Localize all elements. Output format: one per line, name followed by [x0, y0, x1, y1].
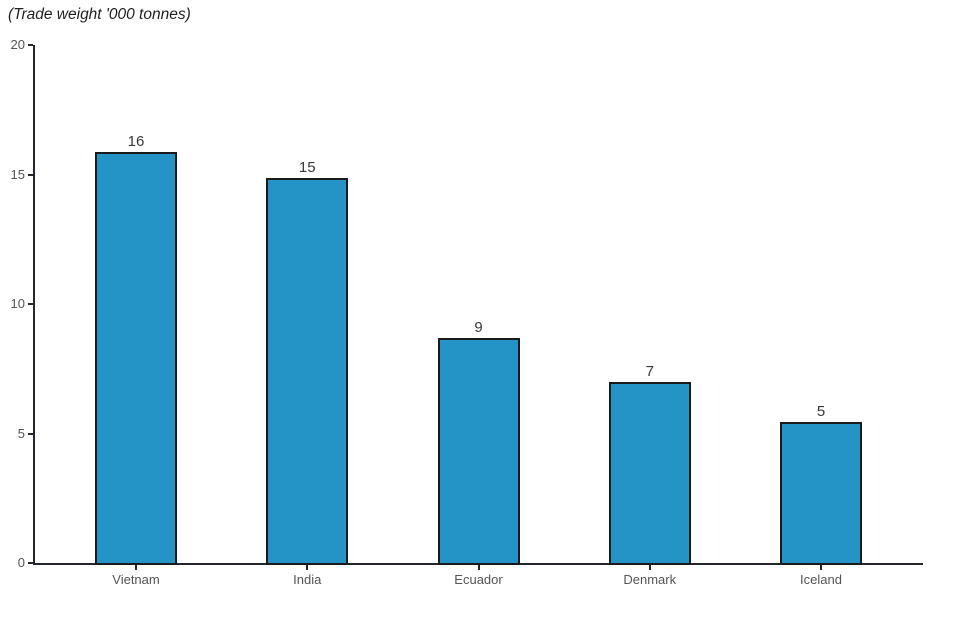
- bar-ecuador: [437, 337, 520, 565]
- y-tick-label: 20: [10, 37, 25, 52]
- bar-denmark: [608, 381, 691, 565]
- y-axis-line: [33, 45, 35, 565]
- bar-value-label: 9: [474, 318, 483, 336]
- bar-value-label: 7: [645, 362, 654, 380]
- bar-value-label: 15: [298, 158, 316, 176]
- bar-iceland: [780, 422, 862, 565]
- bar-value-label: 5: [816, 403, 826, 421]
- x-tick-label-denmark: Denmark: [623, 572, 677, 587]
- x-tick-label-india: India: [293, 572, 322, 587]
- x-tick-label-ecuador: Ecuador: [454, 572, 503, 587]
- y-tick-mark: [28, 432, 33, 435]
- bar-value-label: 16: [127, 132, 145, 150]
- x-tick-mark: [477, 565, 480, 570]
- x-tick-mark: [648, 565, 651, 570]
- y-tick-mark: [28, 562, 33, 564]
- x-tick-mark: [820, 565, 822, 570]
- y-tick-label: 5: [17, 425, 25, 441]
- x-tick-label-iceland: Iceland: [800, 572, 842, 587]
- bar-vietnam: [95, 151, 177, 565]
- y-tick-label: 10: [10, 296, 25, 311]
- chart-title: (Trade weight '000 tonnes): [8, 6, 191, 23]
- plot-area: 0 5 10 15 20 16 15 9 7 5 Vietnam India Ecuador Denm…: [11, 37, 923, 587]
- y-tick-mark: [28, 44, 33, 46]
- y-tick-mark: [28, 303, 33, 305]
- x-tick-mark: [306, 565, 309, 570]
- y-tick-label: 15: [10, 166, 25, 182]
- y-tick-mark: [28, 173, 33, 176]
- y-tick-label: 0: [17, 555, 25, 570]
- x-tick-mark: [135, 565, 137, 570]
- bar-india: [266, 177, 349, 565]
- x-tick-label-vietnam: Vietnam: [112, 572, 160, 587]
